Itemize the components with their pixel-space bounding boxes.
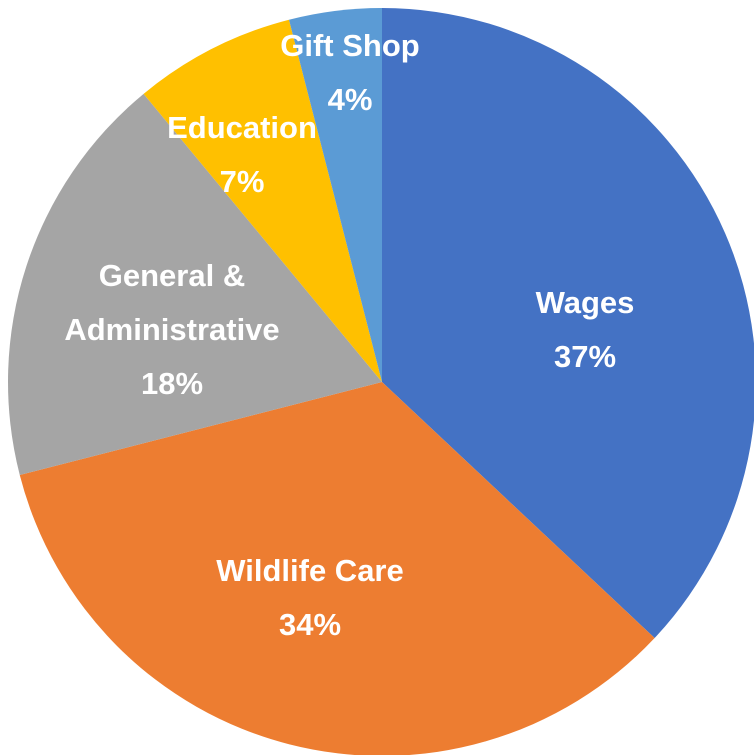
slice-label: Wildlife Care 34%: [210, 544, 410, 652]
slice-label: Gift Shop 4%: [250, 19, 450, 127]
value-label: 7%: [219, 164, 265, 199]
category-label: Education: [167, 110, 317, 145]
value-label: 37%: [553, 339, 617, 374]
pie-slice: [19, 382, 655, 755]
category-label: General & Administrative: [64, 258, 280, 347]
value-label: 34%: [278, 607, 342, 642]
category-label: Gift Shop: [280, 28, 420, 63]
slice-label: Education 7%: [142, 101, 342, 209]
pie-slice: [288, 8, 382, 382]
slice-label: Wages 37%: [485, 276, 685, 384]
value-label: 18%: [140, 366, 204, 401]
category-label: Wages: [535, 285, 635, 320]
slice-label: General & Administrative 18%: [22, 249, 322, 411]
pie-slice: [382, 8, 754, 639]
value-label: 4%: [327, 82, 373, 117]
pie-slice: [143, 19, 382, 382]
category-label: Wildlife Care: [216, 553, 404, 588]
pie-slice: [8, 93, 382, 476]
